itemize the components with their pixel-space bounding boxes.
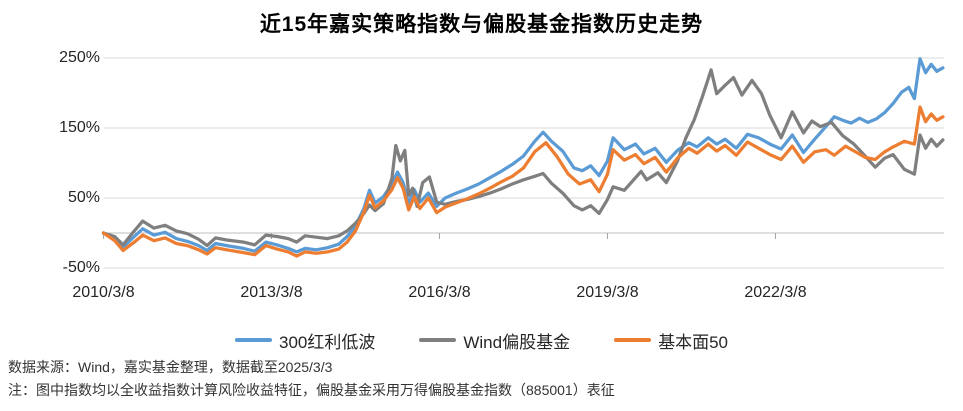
legend-label: 基本面50 bbox=[658, 332, 729, 352]
y-axis-label: 50% bbox=[67, 189, 100, 206]
legend-line-swatch bbox=[419, 338, 457, 342]
legend-item-1: Wind偏股基金 bbox=[419, 328, 570, 353]
series-line-0 bbox=[101, 57, 945, 254]
y-axis-label: -50% bbox=[62, 259, 100, 276]
line-chart-plot-area bbox=[101, 57, 945, 269]
series-line-2 bbox=[101, 105, 945, 258]
legend-line-swatch bbox=[234, 338, 272, 342]
legend-line-swatch bbox=[614, 338, 652, 342]
x-axis-label: 2016/3/8 bbox=[408, 284, 471, 301]
y-axis-label: 250% bbox=[59, 49, 100, 66]
legend-item-0: 300红利低波 bbox=[234, 328, 376, 353]
x-axis-label: 2010/3/8 bbox=[72, 284, 135, 301]
legend-label: 300红利低波 bbox=[278, 332, 376, 352]
data-source-note: 数据来源：Wind，嘉实基金整理，数据截至2025/3/3 bbox=[8, 359, 333, 375]
legend-label: Wind偏股基金 bbox=[463, 332, 571, 352]
x-axis-label: 2019/3/8 bbox=[576, 284, 639, 301]
x-axis-label: 2013/3/8 bbox=[240, 284, 303, 301]
y-axis-label: 150% bbox=[59, 119, 100, 136]
series-line-1 bbox=[101, 68, 945, 248]
chart-legend: 300红利低波 Wind偏股基金 基本面50 bbox=[0, 327, 963, 353]
legend-item-2: 基本面50 bbox=[614, 328, 728, 353]
chart-title: 近15年嘉实策略指数与偏股基金指数历史走势 bbox=[259, 13, 704, 36]
methodology-note: 注：图中指数均以全收益指数计算风险收益特征，偏股基金采用万得偏股基金指数（885… bbox=[8, 382, 615, 398]
x-axis-label: 2022/3/8 bbox=[744, 284, 807, 301]
